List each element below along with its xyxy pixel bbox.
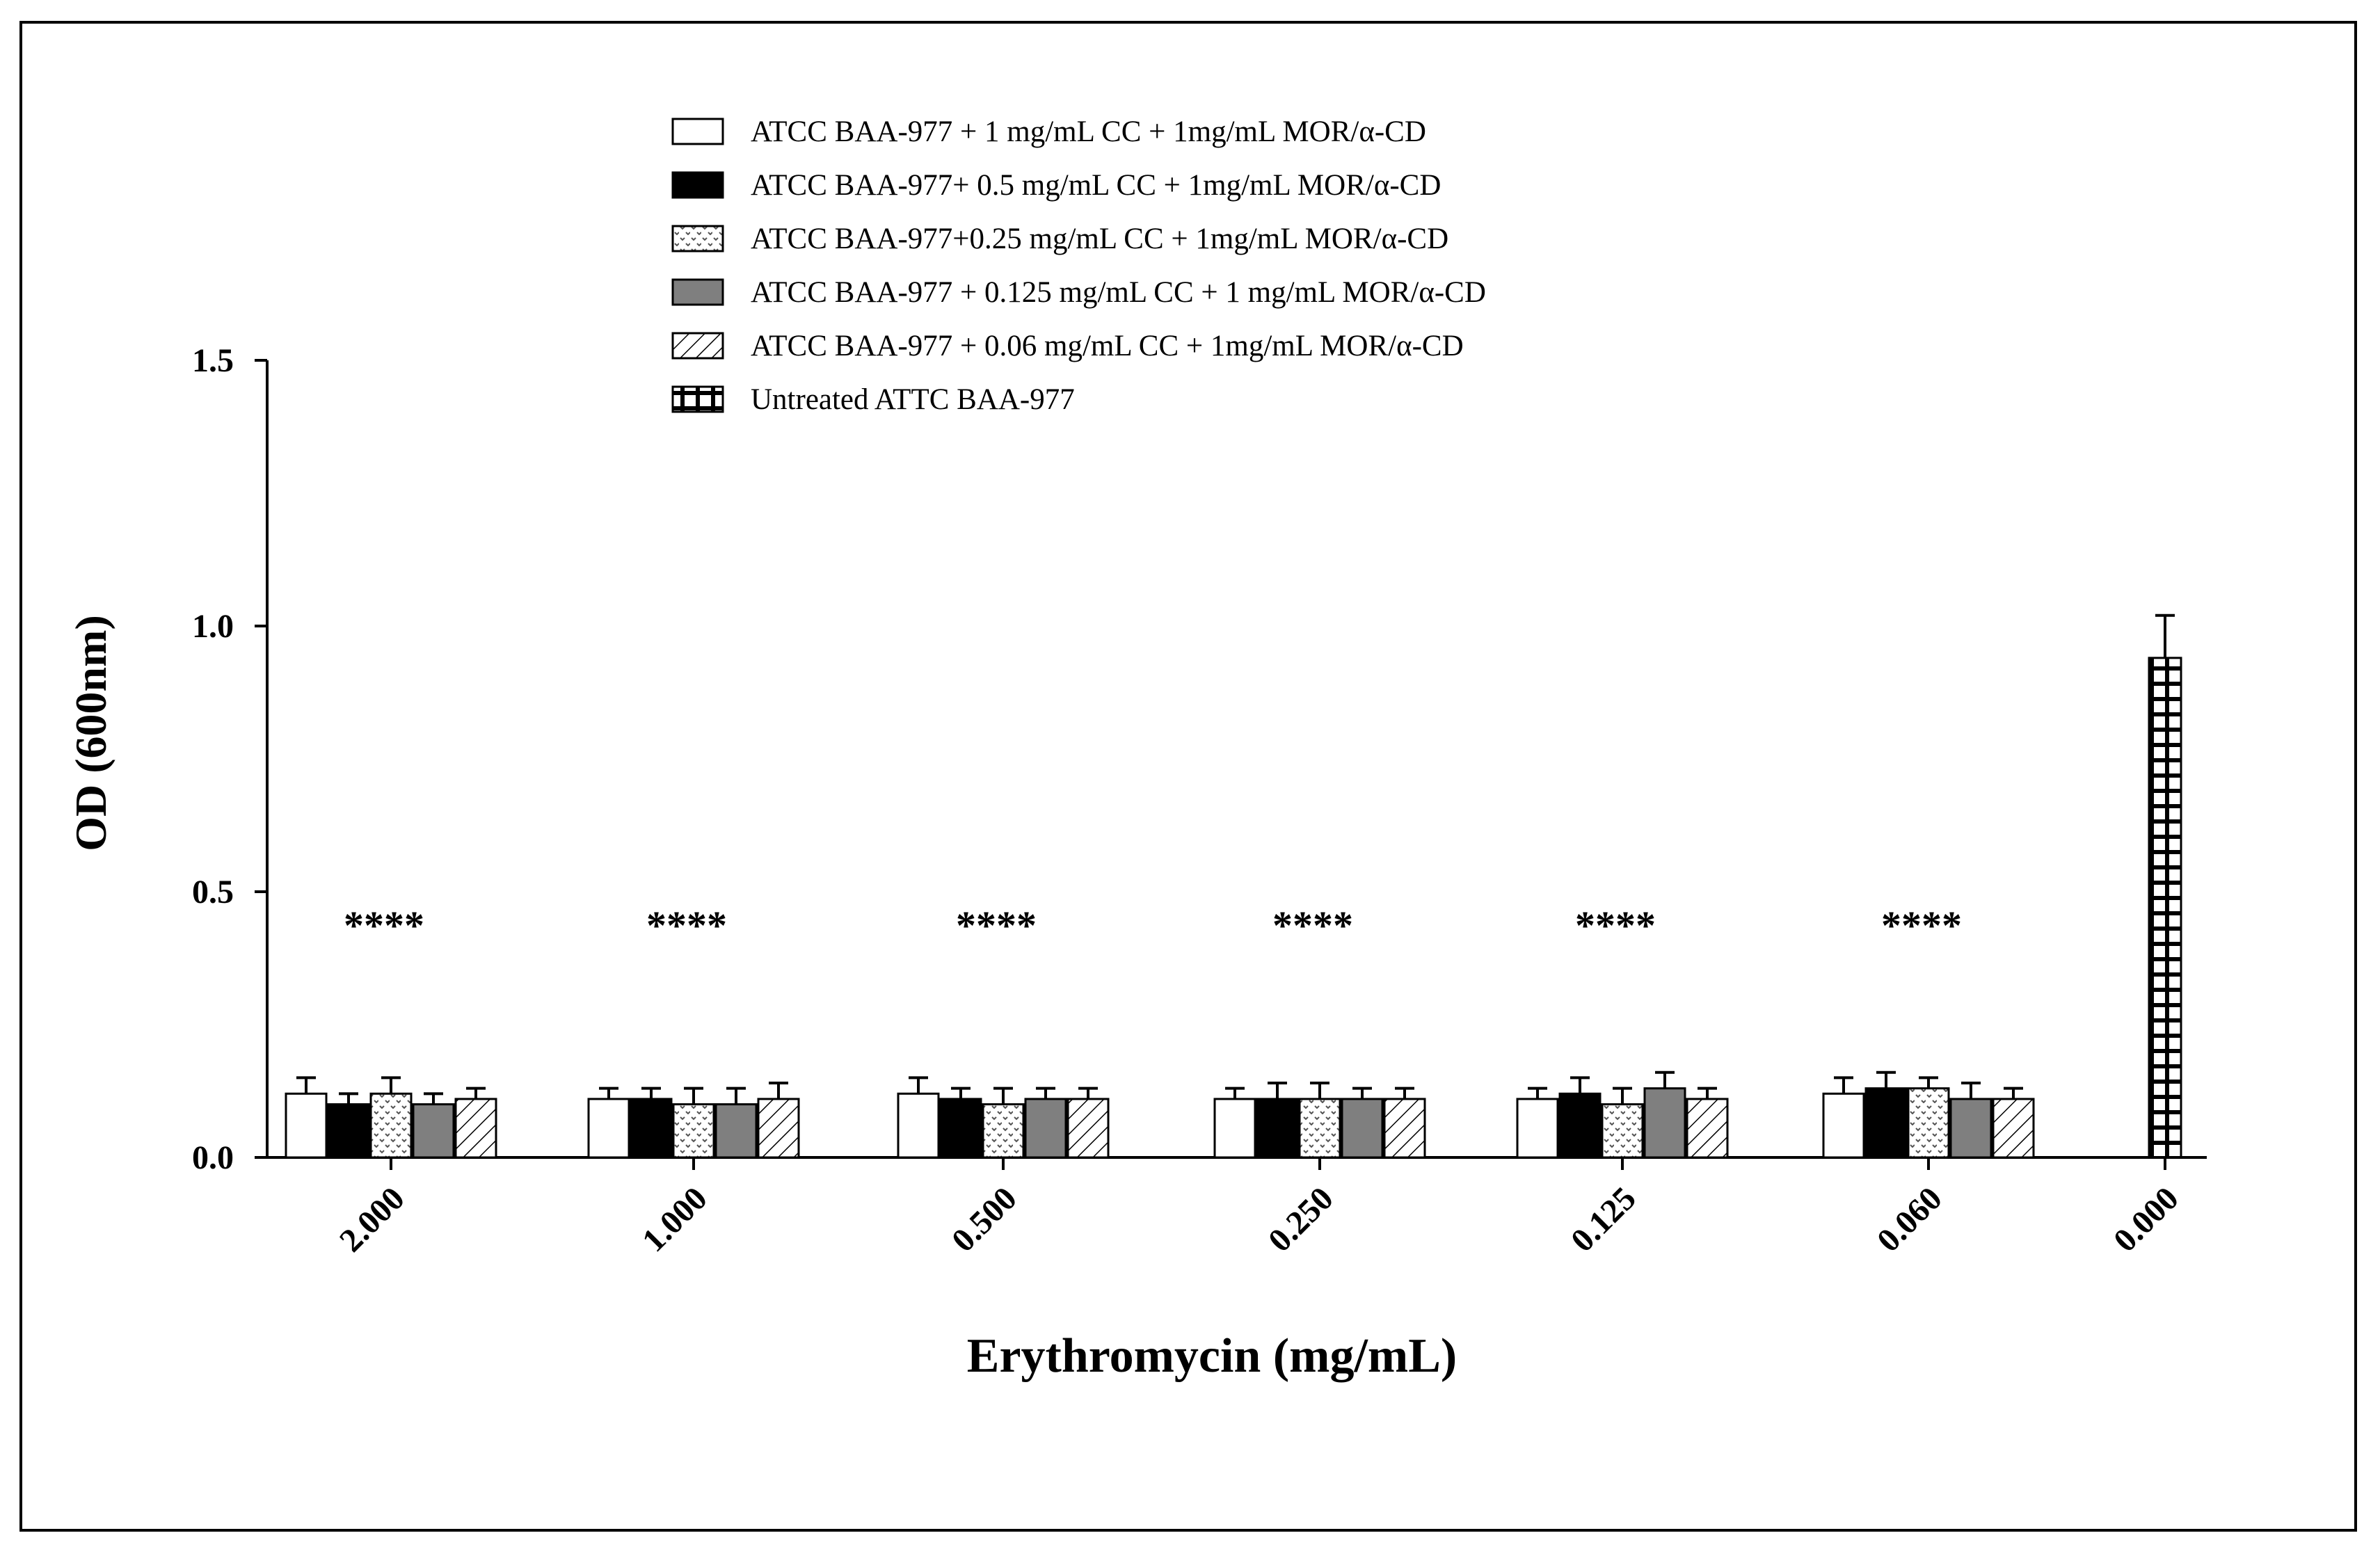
bar-black [327, 1103, 370, 1159]
bar-black [939, 1098, 982, 1159]
legend-label: ATCC BAA-977 + 1 mg/mL CC + 1mg/mL MOR/α… [751, 115, 1426, 148]
bar-white [1516, 1098, 1559, 1159]
bar-hatch [1992, 1098, 2035, 1159]
x-tick-label: 1.000 [635, 1180, 714, 1259]
bar-hatch [757, 1098, 800, 1159]
x-tick-label: 2.000 [333, 1180, 412, 1259]
bar-hatch [1383, 1098, 1426, 1159]
bars [285, 613, 2182, 1159]
bar-dots [1298, 1098, 1341, 1159]
bar-hatch [454, 1098, 497, 1159]
bar-white [897, 1092, 940, 1159]
legend-swatch-hatch [671, 332, 724, 360]
chart-svg: ATCC BAA-977 + 1 mg/mL CC + 1mg/mL MOR/α… [66, 115, 2207, 1383]
bar-gray [1341, 1098, 1384, 1159]
y-tick-label: 1.0 [192, 608, 234, 645]
bar-gray [1024, 1098, 1067, 1159]
significance-marks: **** **** **** **** **** **** [344, 903, 1962, 948]
bar-gray [714, 1103, 758, 1159]
y-tick-label: 0.0 [192, 1139, 234, 1176]
significance-mark: **** [1575, 903, 1656, 948]
axes [266, 360, 2207, 1159]
y-ticks: 0.0 0.5 1.0 1.5 [192, 342, 267, 1176]
x-tick-label: 0.500 [945, 1180, 1024, 1259]
bar-black [1256, 1098, 1299, 1159]
legend-label: Untreated ATTC BAA-977 [751, 383, 1075, 416]
significance-mark: **** [344, 903, 424, 948]
bar-checker [2148, 657, 2182, 1159]
bar-dots [672, 1103, 715, 1159]
bar-dots [982, 1103, 1025, 1159]
x-axis-title: Erythromycin (mg/mL) [967, 1329, 1457, 1383]
x-tick-label: 0.125 [1564, 1180, 1643, 1259]
y-axis-title: OD (600nm) [66, 615, 115, 851]
significance-mark: **** [1272, 903, 1353, 948]
chart-frame: ATCC BAA-977 + 1 mg/mL CC + 1mg/mL MOR/α… [19, 21, 2357, 1532]
legend: ATCC BAA-977 + 1 mg/mL CC + 1mg/mL MOR/α… [671, 115, 1486, 416]
bar-white [1213, 1098, 1256, 1159]
legend-label: ATCC BAA-977 + 0.125 mg/mL CC + 1 mg/mL … [751, 276, 1486, 309]
x-tick-label: 0.060 [1870, 1180, 1949, 1259]
legend-swatch-black [671, 171, 724, 199]
bar-white [285, 1092, 328, 1159]
significance-mark: **** [956, 903, 1037, 948]
x-tick-label: 0.250 [1261, 1180, 1341, 1259]
bar-hatch [1067, 1098, 1110, 1159]
bar-gray [1643, 1087, 1686, 1159]
x-tick-label: 0.000 [2107, 1180, 2186, 1259]
bar-hatch [1686, 1098, 1729, 1159]
bar-dots [1907, 1087, 1950, 1159]
bar-white [1822, 1092, 1865, 1159]
y-tick-label: 0.5 [192, 874, 234, 911]
bar-black [1558, 1092, 1602, 1159]
significance-mark: **** [646, 903, 727, 948]
legend-swatch-dots [671, 225, 724, 252]
bar-black [630, 1098, 673, 1159]
bar-gray [1949, 1098, 1992, 1159]
legend-label: ATCC BAA-977 + 0.06 mg/mL CC + 1mg/mL MO… [751, 330, 1464, 362]
bar-black [1864, 1087, 1908, 1159]
bar-dots [1601, 1103, 1644, 1159]
x-ticks: 2.000 1.000 0.500 0.250 0.125 0.060 0.000 [333, 1157, 2186, 1259]
legend-label: ATCC BAA-977+0.25 mg/mL CC + 1mg/mL MOR/… [751, 223, 1448, 255]
significance-mark: **** [1881, 903, 1962, 948]
legend-swatch-gray [671, 278, 724, 306]
bar-dots [369, 1092, 413, 1159]
legend-label: ATCC BAA-977+ 0.5 mg/mL CC + 1mg/mL MOR/… [751, 169, 1441, 202]
legend-swatch-white [671, 118, 724, 145]
bar-white [587, 1098, 630, 1159]
bar-gray [412, 1103, 455, 1159]
legend-swatch-checker [671, 385, 724, 413]
y-tick-label: 1.5 [192, 342, 234, 379]
